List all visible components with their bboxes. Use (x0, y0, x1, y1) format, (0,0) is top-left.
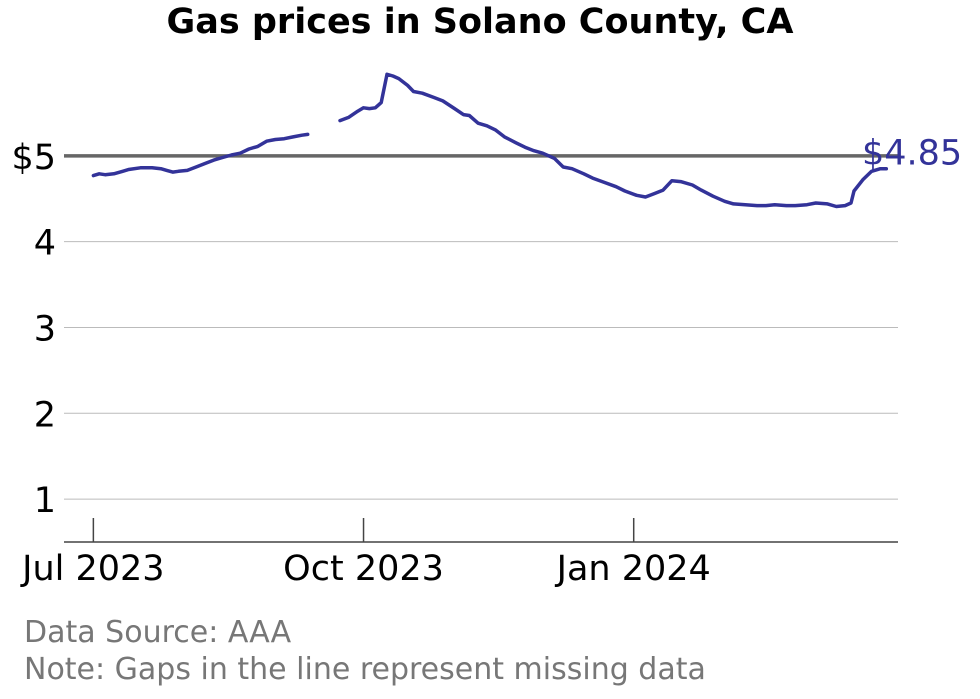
y-tick-label-5: $5 (11, 138, 56, 178)
gaps-note: Note: Gaps in the line represent missing… (24, 652, 706, 687)
series-layer (91, 72, 889, 209)
line-chart: 1 2 3 4 $5 Jul 2023 Oct 2023 Jan 2024 $4.85 (11, 72, 962, 589)
y-tick-label-2: 2 (34, 395, 56, 435)
x-axis-labels: Jul 2023 Oct 2023 Jan 2024 (20, 549, 711, 589)
y-tick-label-1: 1 (34, 481, 56, 521)
y-axis-labels: 1 2 3 4 $5 (11, 138, 56, 521)
data-source-note: Data Source: AAA (24, 615, 292, 650)
y-tick-label-4: 4 (34, 224, 56, 264)
gridlines (64, 241, 898, 500)
x-axis (64, 518, 898, 543)
x-tick-label-1: Jul 2023 (20, 549, 164, 589)
series-line-segment-1 (91, 132, 310, 178)
last-value-label: $4.85 (862, 134, 962, 174)
y-tick-label-3: 3 (34, 309, 56, 349)
series-line-segment-2 (338, 72, 889, 209)
x-tick-label-2: Oct 2023 (283, 549, 444, 589)
x-tick-label-3: Jan 2024 (555, 549, 711, 589)
annotations: $4.85 (862, 134, 962, 174)
chart-title: Gas prices in Solano County, CA (166, 2, 794, 42)
